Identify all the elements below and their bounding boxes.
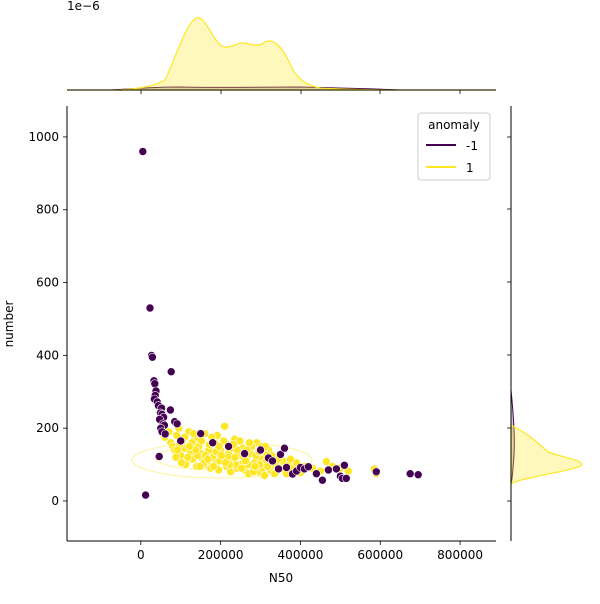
right-marginal-kde [507, 106, 583, 541]
y-tick-label: 800 [36, 203, 59, 217]
top-kde-anomaly-pos [67, 17, 497, 91]
x-axis-ticks: 0 200000 400000 600000 800000 [137, 541, 483, 562]
scatter-point-anomaly-neg [332, 464, 341, 474]
scatter-point-anomaly-pos [185, 442, 194, 451]
scatter-point-anomaly-neg [268, 456, 277, 466]
scatter-point-anomaly-pos [214, 442, 224, 451]
scatter-point-anomaly-pos [191, 445, 201, 455]
scatter-point-anomaly-neg [318, 475, 327, 485]
scatter-point-anomaly-neg [282, 463, 291, 472]
scatter-points [138, 147, 423, 500]
y-tick-label: 600 [36, 276, 59, 290]
scatter-point-anomaly-pos [220, 421, 229, 431]
scatter-point-anomaly-neg [196, 429, 205, 438]
scatter-point-anomaly-neg [256, 445, 265, 455]
scatter-point-anomaly-neg [141, 490, 150, 500]
scatter-point-anomaly-pos [219, 436, 229, 446]
y-tick-label: 200 [36, 421, 59, 435]
scatter-point-anomaly-neg [154, 452, 164, 461]
scatter-point-anomaly-pos [217, 451, 226, 460]
legend: anomaly -1 1 [417, 112, 491, 181]
x-tick-label: 400000 [278, 548, 324, 562]
right-kde-anomaly-neg [510, 389, 515, 486]
scatter-point-anomaly-pos [221, 458, 230, 468]
legend-label-neg: -1 [466, 139, 478, 153]
scatter-point-anomaly-neg [405, 469, 415, 479]
legend-label-pos: 1 [466, 161, 474, 175]
scatter-point-anomaly-neg [312, 469, 321, 479]
scatter-point-anomaly-neg [148, 352, 157, 362]
scatter-point-anomaly-neg [341, 474, 351, 483]
scatter-point-anomaly-neg [413, 470, 423, 480]
scatter-point-anomaly-pos [241, 456, 250, 466]
scatter-point-anomaly-pos [235, 436, 245, 446]
right-kde-anomaly-pos [510, 424, 583, 486]
top-marginal-scale-label: 1e−6 [67, 0, 100, 13]
main-axes: 0 200000 400000 600000 800000 0 200 400 600 800 1… [2, 106, 496, 585]
scatter-point-anomaly-neg [240, 449, 249, 458]
scatter-point-anomaly-neg [166, 367, 176, 377]
top-marginal-ticks [140, 90, 461, 94]
scatter-point-anomaly-pos [286, 454, 295, 464]
scatter-point-anomaly-pos [260, 471, 269, 480]
scatter-point-anomaly-pos [183, 452, 193, 462]
x-tick-label: 0 [137, 548, 145, 562]
scatter-point-anomaly-pos [197, 436, 206, 446]
scatter-point-anomaly-pos [189, 429, 198, 438]
scatter-point-anomaly-pos [250, 462, 260, 471]
right-marginal-ticks [507, 136, 511, 502]
scatter-point-anomaly-neg [172, 419, 182, 429]
top-marginal-kde: 1e−6 [67, 0, 497, 94]
scatter-point-anomaly-pos [237, 463, 246, 473]
scatter-point-anomaly-pos [322, 457, 331, 466]
scatter-point-anomaly-neg [176, 436, 185, 446]
legend-title: anomaly [428, 118, 480, 132]
scatter-point-anomaly-pos [173, 445, 182, 455]
scatter-point-anomaly-neg [324, 465, 333, 475]
scatter-point-anomaly-neg [274, 464, 283, 474]
x-axis-label: N50 [269, 571, 293, 585]
y-tick-label: 400 [36, 348, 59, 362]
scatter-point-anomaly-neg [276, 450, 285, 459]
y-axis-ticks: 0 200 400 600 800 1000 [28, 130, 67, 508]
scatter-point-anomaly-pos [203, 454, 213, 464]
y-tick-label: 0 [51, 494, 59, 508]
scatter-point-anomaly-pos [177, 458, 186, 468]
scatter-point-anomaly-neg [150, 379, 160, 389]
scatter-point-anomaly-neg [160, 429, 170, 439]
x-tick-label: 200000 [198, 548, 244, 562]
x-tick-label: 600000 [357, 548, 403, 562]
legend-frame [417, 112, 491, 181]
scatter-point-anomaly-neg [138, 147, 148, 156]
scatter-point-anomaly-neg [166, 405, 175, 415]
x-tick-label: 800000 [437, 548, 483, 562]
y-axis-label: number [2, 301, 16, 348]
scatter-point-anomaly-neg [371, 467, 381, 477]
scatter-point-anomaly-neg [224, 442, 233, 451]
scatter-point-anomaly-pos [195, 462, 205, 471]
y-tick-label: 1000 [28, 130, 59, 144]
scatter-point-anomaly-neg [145, 303, 155, 313]
scatter-point-anomaly-neg [340, 460, 349, 470]
scatter-point-anomaly-pos [245, 438, 254, 448]
scatter-point-anomaly-neg [280, 443, 289, 453]
scatter-point-anomaly-pos [209, 462, 218, 471]
scatter-point-anomaly-neg [304, 462, 313, 472]
top-kde-anomaly-neg [67, 86, 496, 91]
scatter-point-anomaly-pos [230, 452, 240, 462]
scatter-point-anomaly-neg [208, 438, 217, 448]
